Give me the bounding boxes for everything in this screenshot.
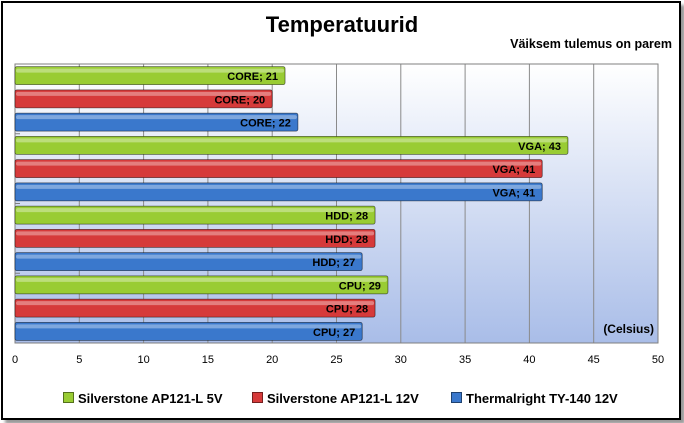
- bar-vga-series-2: [14, 159, 543, 179]
- data-label: HDD; 28: [325, 211, 368, 223]
- legend: Silverstone AP121-L 5V Silverstone AP121-…: [0, 391, 684, 409]
- bar-core-series-1: [14, 66, 286, 86]
- legend-label: Silverstone AP121-L 12V: [267, 391, 419, 406]
- legend-label: Silverstone AP121-L 5V: [78, 391, 223, 406]
- bar-highlight: [16, 91, 272, 96]
- bar-highlight: [16, 301, 375, 306]
- x-tick-label: 40: [523, 354, 535, 366]
- bar-highlight: [16, 254, 362, 259]
- data-label: HDD; 28: [325, 234, 368, 246]
- data-label: CPU; 28: [326, 304, 368, 316]
- x-axis-ticks: 0 5 10 15 20 25 30 35 40 45 50: [12, 354, 664, 366]
- x-tick-label: 45: [588, 354, 600, 366]
- legend-item: Silverstone AP121-L 5V: [63, 391, 223, 409]
- data-label: CORE; 20: [214, 94, 265, 106]
- bar-cpu-series-3: [14, 321, 363, 341]
- data-label: CORE; 22: [240, 118, 291, 130]
- bar-highlight: [16, 161, 542, 166]
- bar-highlight: [16, 231, 375, 236]
- data-label: VGA; 43: [518, 141, 561, 153]
- data-label: CPU; 29: [339, 280, 381, 292]
- data-label: CORE; 21: [227, 71, 278, 83]
- x-tick-label: 15: [202, 354, 214, 366]
- bar-highlight: [16, 277, 387, 282]
- grid-lines: [14, 63, 659, 344]
- bar-highlight: [16, 208, 375, 213]
- bar-vga-series-3: [14, 182, 543, 202]
- chart-subtitle: Väiksem tulemus on parem: [510, 37, 672, 51]
- bar-highlight: [16, 138, 567, 143]
- bar-highlight: [16, 324, 362, 329]
- x-tick-label: 35: [459, 354, 471, 366]
- x-tick-label: 10: [137, 354, 149, 366]
- bar-highlight: [16, 184, 542, 189]
- data-label: HDD; 27: [312, 257, 355, 269]
- chart-title: Temperatuurid: [265, 12, 419, 37]
- bars: [14, 66, 569, 341]
- legend-swatch: [252, 392, 263, 403]
- legend-item: Thermalright TY-140 12V: [451, 391, 618, 409]
- bar-vga-series-1: [14, 135, 569, 155]
- bar-cpu-series-1: [14, 275, 389, 295]
- legend-swatch: [451, 392, 462, 403]
- bar-core-series-2: [14, 89, 273, 109]
- data-label: VGA; 41: [492, 164, 535, 176]
- x-tick-label: 0: [12, 354, 18, 366]
- legend-item: Silverstone AP121-L 12V: [252, 391, 419, 409]
- legend-label: Thermalright TY-140 12V: [466, 391, 618, 406]
- bar-hdd-series-2: [14, 228, 376, 248]
- x-tick-label: 25: [330, 354, 342, 366]
- bar-hdd-series-1: [14, 205, 376, 225]
- data-label: VGA; 41: [492, 187, 535, 199]
- bar-cpu-series-2: [14, 298, 376, 318]
- bar-hdd-series-3: [14, 252, 363, 272]
- data-labels: CORE; 21 CORE; 20 CORE; 22 VGA; 43 VGA; 41 VG…: [214, 71, 561, 339]
- unit-label: (Celsius): [603, 322, 654, 336]
- legend-swatch: [63, 392, 74, 403]
- x-tick-label: 5: [76, 354, 82, 366]
- bar-core-series-3: [14, 112, 299, 132]
- x-tick-label: 50: [652, 354, 664, 366]
- data-label: CPU; 27: [313, 327, 355, 339]
- x-tick-label: 30: [395, 354, 407, 366]
- bar-highlight: [16, 115, 297, 120]
- bar-highlight: [16, 68, 285, 73]
- x-tick-label: 20: [266, 354, 278, 366]
